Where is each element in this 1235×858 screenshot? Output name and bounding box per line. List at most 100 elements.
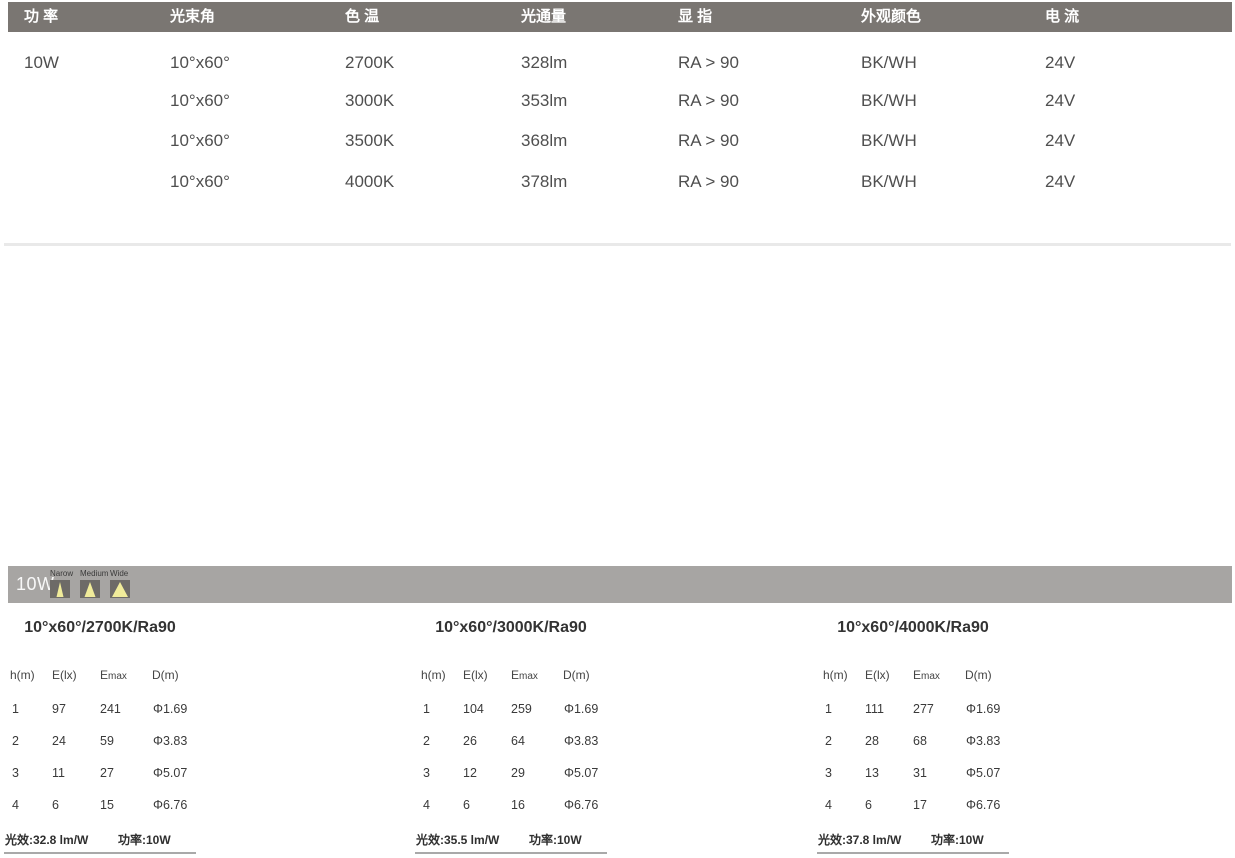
cell-d: Φ6.76 <box>153 798 188 812</box>
ptable-row: 3 13 31 Φ5.07 <box>813 766 1013 782</box>
col-header-diameter: D(m) <box>563 668 590 682</box>
narrow-beam-icon <box>50 580 70 598</box>
emax-sub: max <box>108 671 127 682</box>
spec-table-header-bar: 功 率 光束角 色 温 光通量 显 指 外观颜色 电 流 <box>8 2 1232 32</box>
cell-e: 12 <box>463 766 477 780</box>
cell-h: 3 <box>12 766 19 780</box>
photometric-table-4000k: 10°x60°/4000K/Ra90 h(m) E(lx) Emax D(m) … <box>813 615 1013 858</box>
emax-sub: max <box>921 671 940 682</box>
spec-cell-flux: 353lm <box>521 91 568 110</box>
spec-cell-cri: RA > 90 <box>678 172 739 191</box>
cell-d: Φ5.07 <box>966 766 1001 780</box>
ptable-row: 2 26 64 Φ3.83 <box>411 734 611 750</box>
spec-cell-flux: 368lm <box>521 131 568 150</box>
cell-e: 104 <box>463 702 484 716</box>
spec-cell-current: 24V <box>1045 172 1076 191</box>
ptable-underline <box>4 852 196 854</box>
beam-cone <box>112 582 128 597</box>
cell-h: 1 <box>423 702 430 716</box>
beam-mode-wide: Wide <box>110 569 136 598</box>
power-value: 功率:10W <box>529 833 582 847</box>
wide-beam-icon <box>110 580 130 598</box>
col-header-height: h(m) <box>421 668 446 682</box>
spec-cell-color: BK/WH <box>861 91 917 110</box>
cell-emax: 15 <box>100 798 114 812</box>
spec-cell-beam: 10°x60° <box>170 172 230 191</box>
ptable-footer: 光效:32.8 lm/W 功率:10W <box>0 831 200 849</box>
cell-emax: 31 <box>913 766 927 780</box>
beam-cone <box>84 582 96 597</box>
cell-e: 24 <box>52 734 66 748</box>
col-header-diameter: D(m) <box>965 668 992 682</box>
ptable-title: 10°x60°/2700K/Ra90 <box>24 619 176 636</box>
ptable-row: 2 24 59 Φ3.83 <box>0 734 200 750</box>
emax-base: E <box>100 668 109 682</box>
cell-d: Φ3.83 <box>153 734 188 748</box>
cell-emax: 59 <box>100 734 114 748</box>
power-value: 功率:10W <box>118 833 171 847</box>
col-header-emax: Emax <box>511 668 538 682</box>
ptable-row: 4 6 17 Φ6.76 <box>813 798 1013 814</box>
col-header-color-temp: 色 温 <box>345 8 380 25</box>
spec-cell-cri: RA > 90 <box>678 131 739 150</box>
efficacy-value: 光效:35.5 lm/W <box>416 833 500 847</box>
section-power-label: 10W <box>16 574 55 594</box>
col-header-emax: Emax <box>913 668 940 682</box>
col-header-lux: E(lx) <box>52 668 77 682</box>
spec-cell-flux: 378lm <box>521 172 568 191</box>
cell-h: 2 <box>825 734 832 748</box>
cell-e: 97 <box>52 702 66 716</box>
ptable-header-row: h(m) E(lx) Emax D(m) <box>813 668 1013 684</box>
spec-cell-cct: 2700K <box>345 53 395 72</box>
section-divider <box>4 243 1231 246</box>
ptable-header-row: h(m) E(lx) Emax D(m) <box>0 668 200 684</box>
col-header-diameter: D(m) <box>152 668 179 682</box>
col-header-lux: E(lx) <box>865 668 890 682</box>
photometric-section-bar: 10W Narow Medium Wide <box>8 566 1232 603</box>
spec-table-row: 10W 10°x60° 2700K 328lm RA > 90 BK/WH 24… <box>0 52 1235 74</box>
ptable-footer: 光效:37.8 lm/W 功率:10W <box>813 831 1013 849</box>
cell-h: 3 <box>825 766 832 780</box>
spec-cell-cct: 4000K <box>345 172 395 191</box>
col-header-lux: E(lx) <box>463 668 488 682</box>
cell-d: Φ3.83 <box>966 734 1001 748</box>
cell-h: 4 <box>825 798 832 812</box>
col-header-emax: Emax <box>100 668 127 682</box>
cell-d: Φ3.83 <box>564 734 599 748</box>
cell-emax: 241 <box>100 702 121 716</box>
spec-cell-beam: 10°x60° <box>170 53 230 72</box>
spec-table-row: 10°x60° 3000K 353lm RA > 90 BK/WH 24V <box>0 90 1235 112</box>
cell-d: Φ6.76 <box>966 798 1001 812</box>
spec-cell-beam: 10°x60° <box>170 131 230 150</box>
spec-cell-cri: RA > 90 <box>678 53 739 72</box>
ptable-row: 3 11 27 Φ5.07 <box>0 766 200 782</box>
efficacy-value: 光效:37.8 lm/W <box>818 833 902 847</box>
ptable-row: 1 104 259 Φ1.69 <box>411 702 611 718</box>
col-header-height: h(m) <box>10 668 35 682</box>
ptable-row: 4 6 16 Φ6.76 <box>411 798 611 814</box>
cell-e: 6 <box>463 798 470 812</box>
spec-cell-cct: 3500K <box>345 131 395 150</box>
cell-d: Φ1.69 <box>564 702 599 716</box>
ptable-row: 4 6 15 Φ6.76 <box>0 798 200 814</box>
emax-sub: max <box>519 671 538 682</box>
col-header-beam-angle: 光束角 <box>170 8 216 25</box>
ptable-underline <box>817 852 1009 854</box>
cell-h: 4 <box>12 798 19 812</box>
spec-cell-beam: 10°x60° <box>170 91 230 110</box>
spec-cell-current: 24V <box>1045 91 1076 110</box>
ptable-row: 1 97 241 Φ1.69 <box>0 702 200 718</box>
ptable-row: 2 28 68 Φ3.83 <box>813 734 1013 750</box>
cell-h: 1 <box>825 702 832 716</box>
photometric-table-2700k: 10°x60°/2700K/Ra90 h(m) E(lx) Emax D(m) … <box>0 615 200 858</box>
spec-cell-current: 24V <box>1045 53 1076 72</box>
emax-base: E <box>913 668 922 682</box>
ptable-title: 10°x60°/4000K/Ra90 <box>837 619 989 636</box>
col-header-housing-color: 外观颜色 <box>861 8 922 25</box>
power-value: 功率:10W <box>931 833 984 847</box>
spec-cell-cri: RA > 90 <box>678 91 739 110</box>
cell-emax: 277 <box>913 702 934 716</box>
col-header-height: h(m) <box>823 668 848 682</box>
emax-base: E <box>511 668 520 682</box>
